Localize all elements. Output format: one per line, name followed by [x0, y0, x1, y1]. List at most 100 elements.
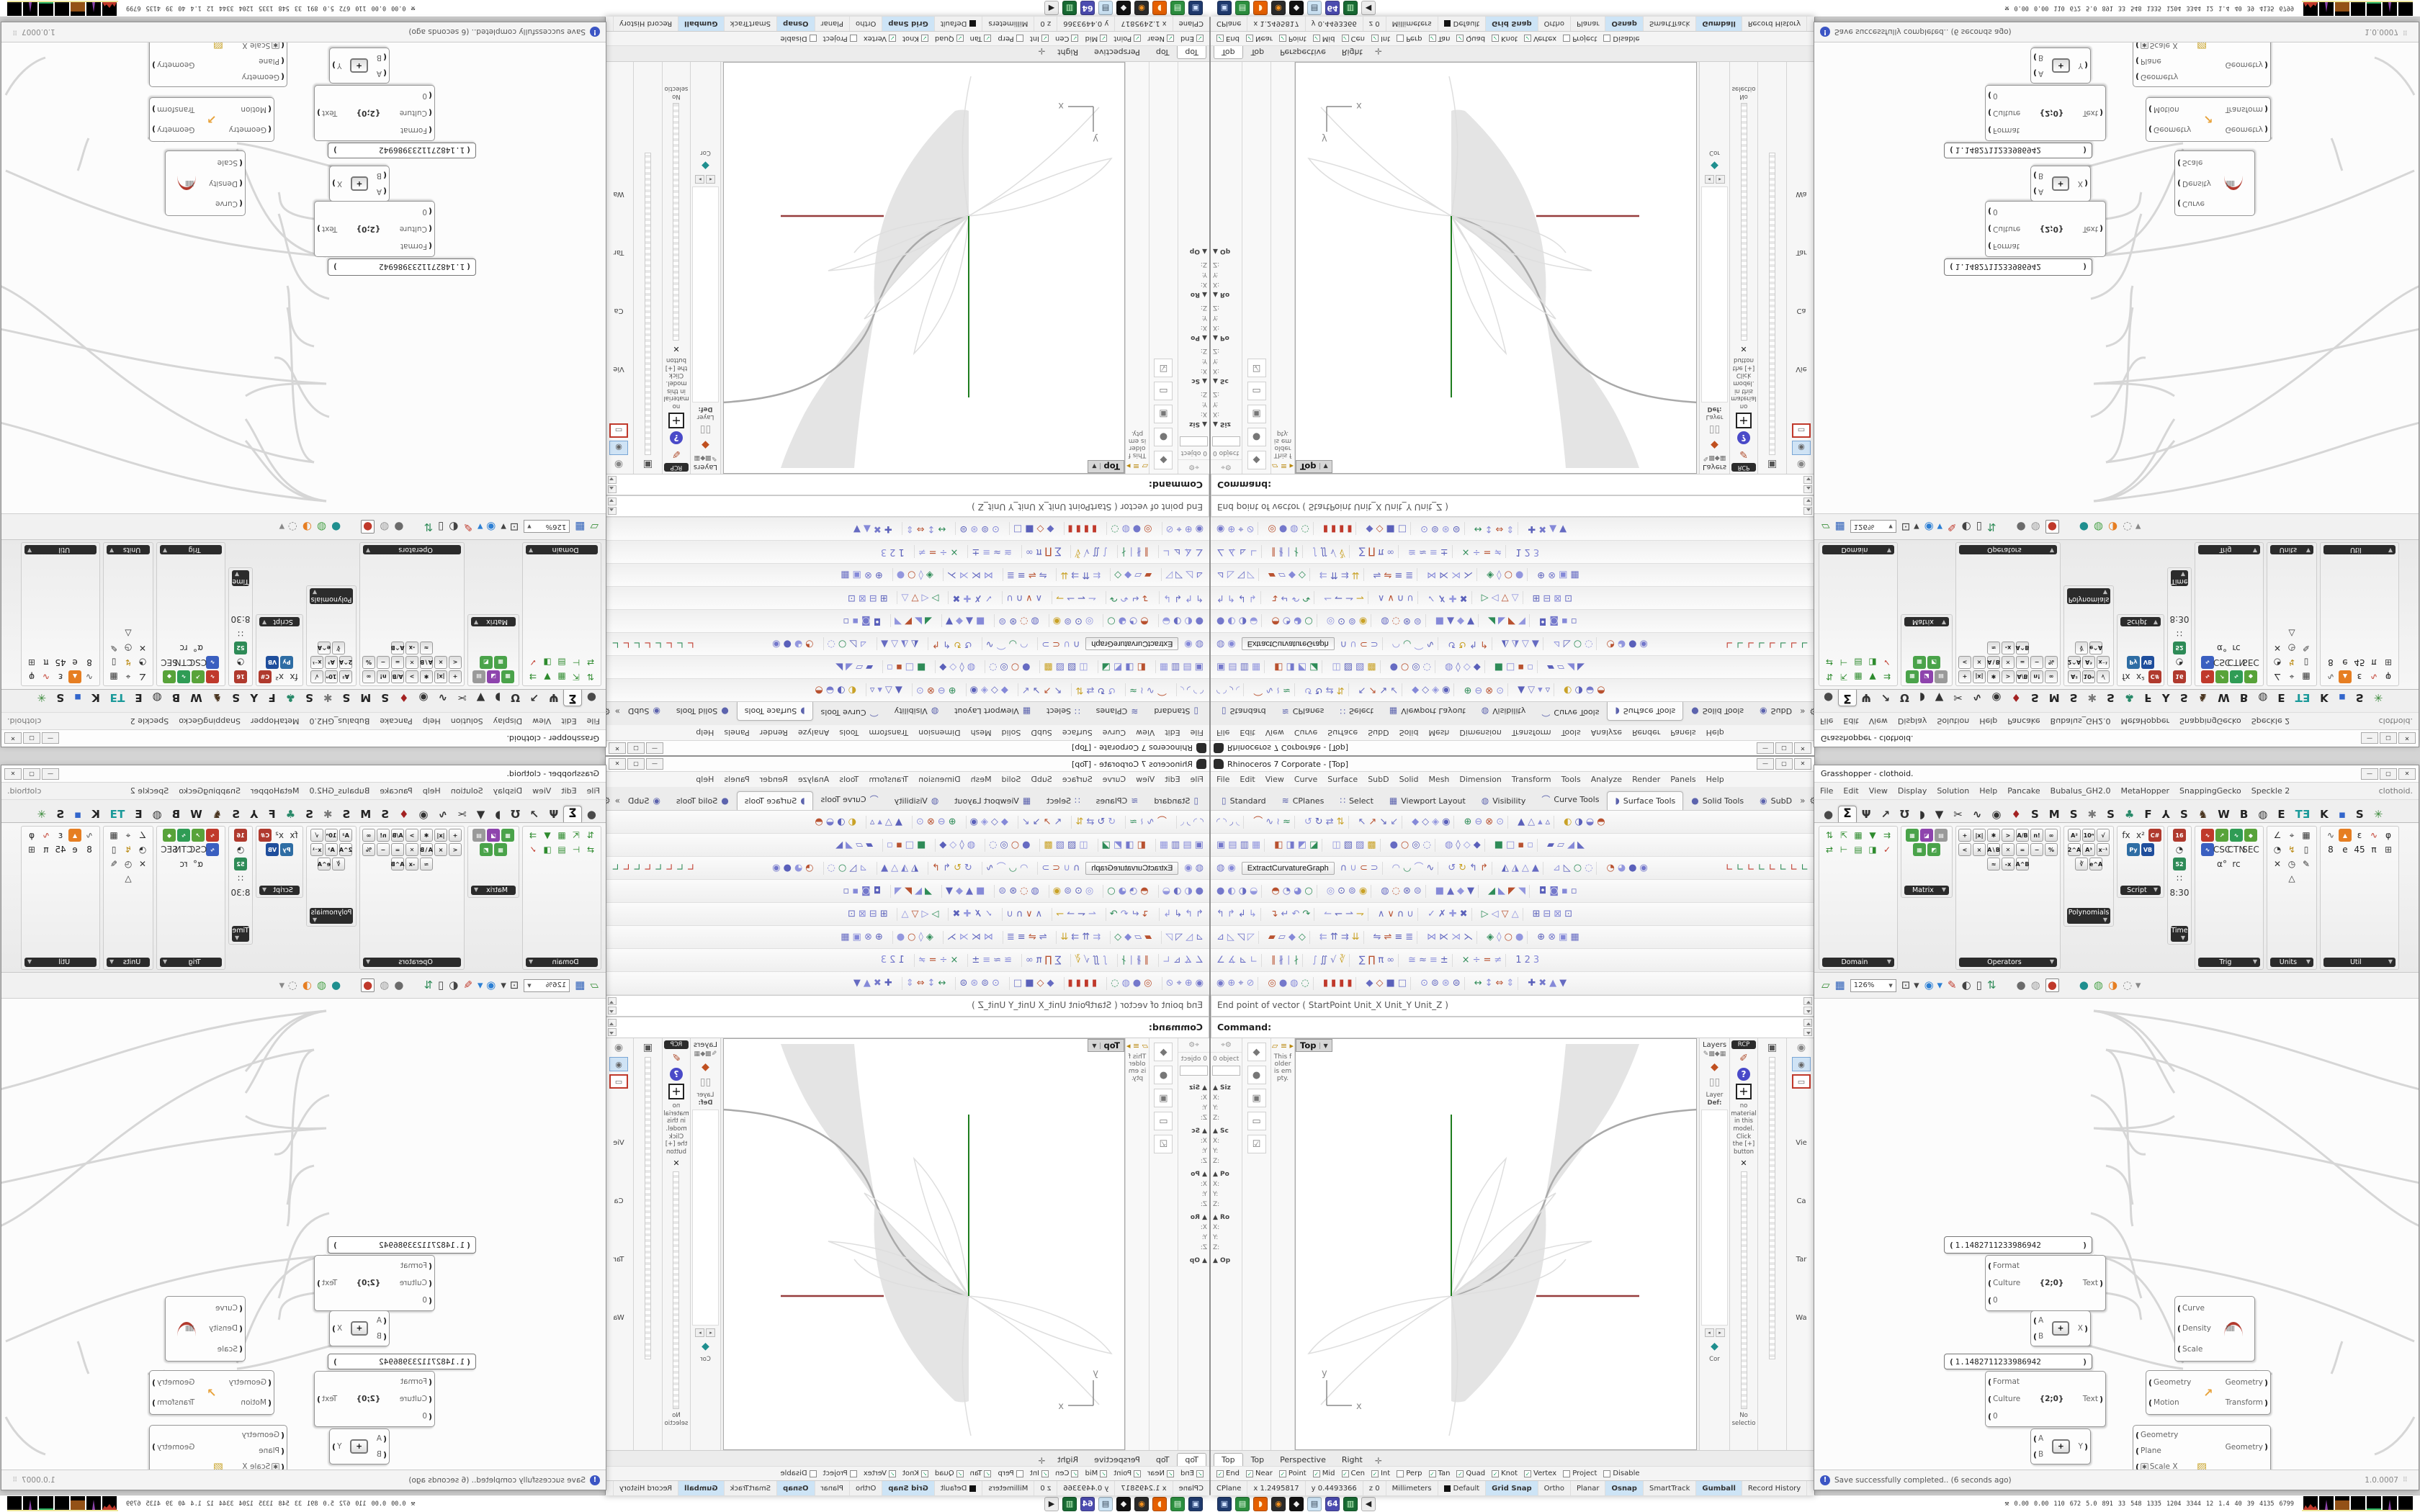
toolbar-icon[interactable]: ▣: [1194, 662, 1204, 672]
toolbar-icon[interactable]: ■: [975, 616, 985, 626]
toolbar-icon[interactable]: ⊙: [1496, 816, 1505, 827]
gh-component-icon[interactable]: x²: [2136, 672, 2145, 682]
status-grid-snap[interactable]: Grid Snap: [882, 17, 934, 31]
gh-tab[interactable]: S: [2107, 808, 2115, 821]
gh-menu-snappinggecko[interactable]: SnappingGecko: [2179, 716, 2241, 726]
page-left-icon[interactable]: ◂: [706, 174, 716, 184]
gh-component-icon[interactable]: ✕: [2273, 643, 2282, 653]
overflow-icon[interactable]: »: [1800, 796, 1806, 806]
gh-tab[interactable]: ◍: [152, 691, 162, 704]
gh-menu-bubalus-gh2-0[interactable]: Bubalus_GH2.0: [2050, 786, 2111, 796]
gh-component-icon[interactable]: ⊢: [1839, 657, 1848, 667]
toolbar-icon[interactable]: ▣: [1559, 932, 1568, 942]
toolbar-icon[interactable]: ◐: [1227, 616, 1236, 626]
toolbar-icon[interactable]: ≀: [1140, 816, 1144, 827]
toolbar-icon[interactable]: ◒: [1585, 816, 1595, 827]
gh-tab[interactable]: S: [2030, 808, 2039, 821]
preview-off-icon[interactable]: ●: [2016, 521, 2026, 534]
page-left-icon[interactable]: ◂: [1704, 174, 1714, 184]
gumball-icon[interactable]: ⇅: [424, 978, 434, 991]
toolbar-icon[interactable]: ⇕: [1506, 978, 1515, 989]
toolbar-icon[interactable]: ◆: [1366, 523, 1373, 534]
cplane-axis-icon[interactable]: ∟: [643, 639, 652, 649]
toolbar-tab-curve-tools[interactable]: ⌒ Curve Tools: [820, 707, 879, 717]
gh-menu-display[interactable]: Display: [493, 786, 523, 796]
toolbar-icon[interactable]: ◡: [1402, 639, 1412, 649]
gh-menu-solution[interactable]: Solution: [450, 786, 483, 796]
gh-component-icon[interactable]: ✱: [420, 829, 433, 842]
toolbar-icon[interactable]: ✗: [974, 593, 982, 603]
toolbar-icon[interactable]: ◌: [1020, 616, 1028, 626]
toolbar-icon[interactable]: ▰: [1546, 840, 1554, 850]
rhino-menu-solid[interactable]: Solid: [1001, 775, 1021, 784]
gh-component-icon[interactable]: 2^A: [2068, 843, 2081, 856]
rhino-menu-file[interactable]: File: [1190, 728, 1204, 737]
resize-grip-icon[interactable]: ⠿: [2403, 28, 2408, 36]
gh-curvature-graph-component[interactable]: (Curve (Density (Scale: [2174, 1296, 2255, 1362]
gh-component-icon[interactable]: >: [405, 829, 418, 842]
gh-component-icon[interactable]: ∛: [2075, 642, 2088, 654]
gh-category-matrix[interactable]: Matrix ▼: [471, 617, 516, 626]
gh-component-icon[interactable]: ▤: [472, 829, 485, 842]
toolbar-icon[interactable]: ∡: [1227, 955, 1237, 966]
gh-component-icon[interactable]: ∿: [85, 672, 94, 682]
gh-tab[interactable]: Σ: [563, 806, 582, 822]
cplane-axis-icon[interactable]: ∟: [1725, 863, 1734, 873]
toolbar-icon[interactable]: ◇: [1036, 523, 1044, 534]
toolbar-icon[interactable]: ◠: [1020, 863, 1028, 873]
gh-component-icon[interactable]: ▦: [1913, 843, 1926, 856]
gh-component-icon[interactable]: φ: [29, 672, 35, 682]
gh-component-icon[interactable]: e: [2342, 845, 2348, 855]
toolbar-icon[interactable]: ◫: [1332, 662, 1341, 672]
gh-component-icon[interactable]: C#: [259, 670, 272, 683]
toolbar-icon[interactable]: ±: [972, 546, 980, 557]
gh-tab[interactable]: M: [360, 691, 372, 704]
gh-curvature-graph-component[interactable]: (Curve (Density (Scale: [165, 150, 246, 216]
osnap-point[interactable]: ✓ Point: [1278, 35, 1307, 42]
toolbar-icon[interactable]: 1: [1515, 955, 1522, 966]
gh-component-icon[interactable]: ↯: [124, 657, 133, 667]
toolbar-icon[interactable]: △: [1528, 816, 1536, 827]
gh-tab[interactable]: Ʊ: [1900, 691, 1909, 704]
toolbar-icon[interactable]: ∪: [1407, 593, 1414, 603]
toolbar-icon[interactable]: ▪: [895, 662, 902, 672]
toolbar-icon[interactable]: ≠: [918, 955, 926, 966]
gh-component-icon[interactable]: ✕: [2002, 656, 2015, 669]
gh-menu-snappinggecko[interactable]: SnappingGecko: [179, 786, 241, 796]
toolbar-icon[interactable]: ◤: [1508, 616, 1516, 626]
page-right-icon[interactable]: ▸: [695, 174, 705, 184]
gh-format-component[interactable]: (Format (Culture (0 {2;0} Text): [314, 85, 435, 141]
toolbar-icon[interactable]: ◩: [1297, 840, 1307, 850]
gumball-icon[interactable]: ⇅: [1986, 978, 1996, 991]
toolbar-icon[interactable]: ∏: [1368, 955, 1376, 966]
toolbar-icon[interactable]: ◎: [1144, 523, 1152, 534]
toolbar-icon[interactable]: □: [1013, 523, 1023, 534]
gh-category-operators[interactable]: Operators ▼: [1959, 958, 2057, 967]
checkbox-perp[interactable]: [1397, 35, 1404, 42]
toolbar-icon[interactable]: ↗: [1043, 685, 1052, 696]
checkbox-end[interactable]: ✓: [1196, 35, 1204, 42]
toolbar-icon[interactable]: ∑: [1054, 955, 1062, 966]
gh-tab[interactable]: ↗: [1881, 808, 1891, 821]
gh-component-icon[interactable]: 2^A: [339, 843, 352, 856]
toolbar-icon[interactable]: ⇕: [905, 978, 914, 989]
gh-canvas[interactable]: (1.1482711233986942) (Format (Culture (0…: [1814, 42, 2419, 513]
toolbar-icon[interactable]: ⇉: [1340, 570, 1349, 580]
gh-component-icon[interactable]: △: [2288, 873, 2295, 883]
gh-component-icon[interactable]: ▦: [1854, 830, 1863, 840]
scrollbar[interactable]: [673, 1171, 680, 1410]
gh-addition-component[interactable]: (A (B + X): [329, 1310, 390, 1346]
checkbox-cen[interactable]: ✓: [1071, 35, 1079, 42]
osnap-near[interactable]: ✓ Near: [1147, 35, 1174, 42]
osnap-perp[interactable]: Perp: [1397, 35, 1422, 42]
toolbar-icon[interactable]: ∞: [1025, 955, 1034, 966]
toolbar-icon[interactable]: △: [1511, 909, 1519, 919]
toolbar-icon[interactable]: ■: [916, 662, 926, 672]
gh-component-icon[interactable]: ≈: [420, 642, 433, 654]
osnap-project[interactable]: Project: [823, 1470, 857, 1477]
toolbar-icon[interactable]: ◁: [921, 593, 929, 603]
toolbar-icon[interactable]: ▲: [881, 863, 889, 873]
toolbar-tab-standard[interactable]: ▯ Standard: [1154, 706, 1198, 716]
toolbar-icon[interactable]: ⇔: [1495, 523, 1504, 534]
toolbar-icon[interactable]: ⊛: [1009, 616, 1018, 626]
